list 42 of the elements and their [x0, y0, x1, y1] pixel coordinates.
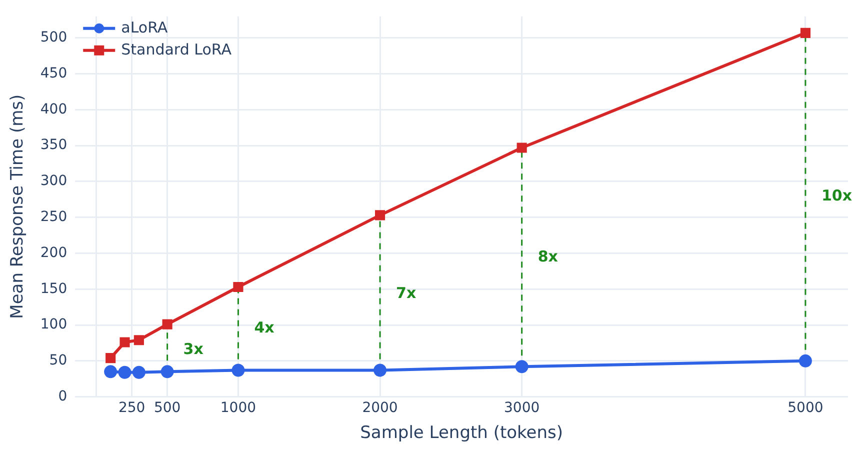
point [132, 366, 146, 379]
point [118, 366, 132, 379]
point [232, 364, 245, 377]
y-tick-label: 0 [58, 388, 68, 404]
x-tick-label: 2000 [362, 400, 398, 416]
point [120, 337, 130, 348]
legend-label: aLoRA [121, 18, 168, 36]
point [800, 28, 810, 38]
x-axis-title: Sample Length (tokens) [360, 423, 563, 444]
y-tick-label: 500 [40, 30, 68, 46]
y-tick-label: 200 [40, 244, 68, 261]
point [515, 360, 528, 374]
x-tick-label: 250 [118, 400, 146, 416]
point [106, 353, 116, 364]
y-tick-label: 450 [40, 65, 68, 82]
point [798, 354, 812, 368]
x-tick-label: 500 [154, 400, 181, 416]
x-tick-label: 1000 [220, 400, 256, 416]
annotation: 3x [183, 340, 204, 358]
y-tick-label: 300 [40, 173, 68, 190]
x-tick-label: 3000 [504, 400, 540, 416]
y-tick-label: 50 [49, 352, 68, 369]
y-tick-label: 250 [40, 209, 68, 226]
point [374, 364, 387, 377]
annotation: 4x [254, 318, 275, 337]
point [104, 365, 118, 378]
annotation: 8x [538, 247, 558, 266]
point [160, 365, 174, 378]
y-tick-label: 350 [40, 137, 68, 154]
y-axis-title: Mean Response Time (ms) [8, 94, 28, 319]
point [374, 210, 386, 220]
annotation: 7x [396, 284, 416, 302]
point [516, 142, 527, 153]
point [134, 335, 144, 346]
y-tick-label: 100 [40, 316, 68, 333]
y-tick-label: 400 [40, 101, 68, 118]
legend-label: Standard LoRA [121, 40, 232, 58]
point [233, 282, 244, 292]
annotation: 10x [821, 186, 852, 204]
x-tick-label: 5000 [788, 400, 824, 416]
point [162, 319, 172, 330]
y-tick-label: 150 [40, 280, 68, 297]
